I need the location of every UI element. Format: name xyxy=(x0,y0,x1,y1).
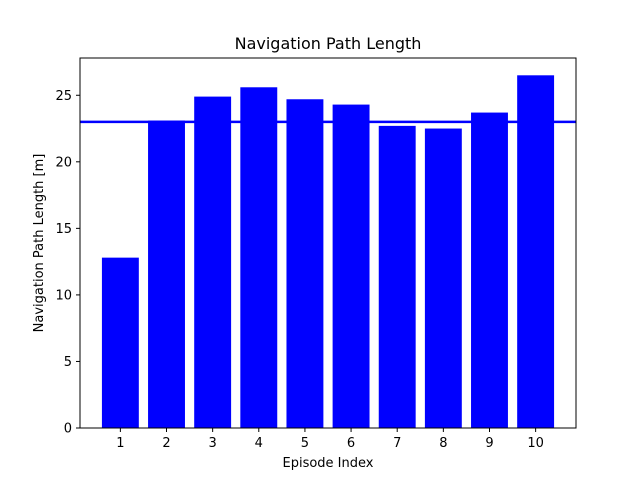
bar-2 xyxy=(148,120,185,428)
bars-group xyxy=(101,75,555,429)
x-axis: 1 2 3 4 5 6 7 8 9 10 xyxy=(116,428,544,451)
bar-5 xyxy=(286,99,324,428)
y-axis-label: Navigation Path Length [m] xyxy=(32,154,47,333)
x-tick-label-8: 8 xyxy=(439,436,447,451)
bar-10 xyxy=(517,75,555,428)
x-tick-label-9: 9 xyxy=(485,436,493,451)
bar-9 xyxy=(471,112,508,428)
bar-8 xyxy=(424,128,462,429)
x-tick-label-7: 7 xyxy=(393,436,401,451)
bar-4 xyxy=(240,87,278,428)
x-tick-label-1: 1 xyxy=(116,436,124,451)
bar-3 xyxy=(194,96,232,429)
chart-title: Navigation Path Length xyxy=(235,34,422,53)
x-tick-label-4: 4 xyxy=(255,436,263,451)
bar-1 xyxy=(101,257,139,428)
y-tick-label-5: 5 xyxy=(64,355,72,370)
bar-7 xyxy=(378,125,416,429)
plot-frame xyxy=(79,57,577,429)
y-tick-label-20: 20 xyxy=(55,155,72,170)
x-tick-label-2: 2 xyxy=(162,436,170,451)
y-axis: 0 5 10 15 20 25 xyxy=(55,89,80,437)
x-tick-label-5: 5 xyxy=(301,436,309,451)
y-tick-label-25: 25 xyxy=(55,89,72,104)
y-tick-label-15: 15 xyxy=(55,222,72,237)
x-tick-label-6: 6 xyxy=(347,436,355,451)
x-tick-label-3: 3 xyxy=(209,436,217,451)
y-tick-label-10: 10 xyxy=(55,288,72,303)
bar-6 xyxy=(332,104,370,428)
y-tick-label-0: 0 xyxy=(64,422,72,437)
x-axis-label: Episode Index xyxy=(283,456,374,471)
x-tick-label-10: 10 xyxy=(527,436,544,451)
